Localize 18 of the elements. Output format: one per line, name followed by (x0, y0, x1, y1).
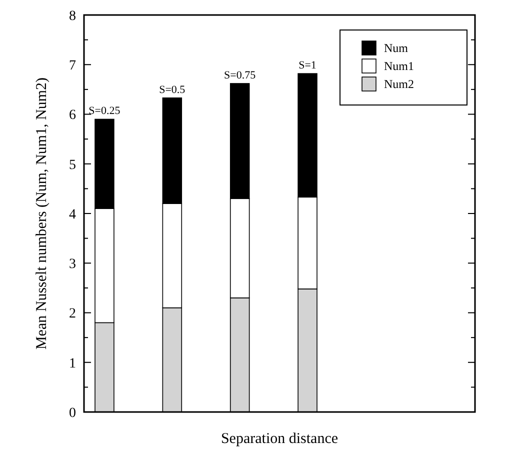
y-tick-label: 1 (69, 356, 76, 372)
y-tick-label: 2 (69, 306, 76, 322)
y-tick-label: 8 (69, 8, 76, 24)
annotation: S=0.5 (159, 84, 186, 96)
y-tick-label: 7 (69, 58, 76, 74)
y-tick-label: 6 (69, 108, 76, 124)
legend-label: Num (384, 41, 409, 56)
x-axis-title: Separation distance (220, 431, 338, 447)
y-tick-label: 5 (69, 158, 76, 173)
y-tick-label: 0 (69, 406, 76, 421)
y-axis-title: Mean Nusselt numbers (Num, Num1, Num2) (34, 77, 50, 350)
y-tick-label: 3 (69, 257, 76, 272)
legend-label: Num1 (384, 59, 414, 74)
annotation: S=0.25 (88, 105, 121, 118)
annotation: S=0.75 (224, 69, 256, 82)
y-tick-label: 4 (69, 207, 76, 222)
annotation: S=1 (298, 60, 316, 72)
legend-label: Num2 (384, 77, 414, 92)
